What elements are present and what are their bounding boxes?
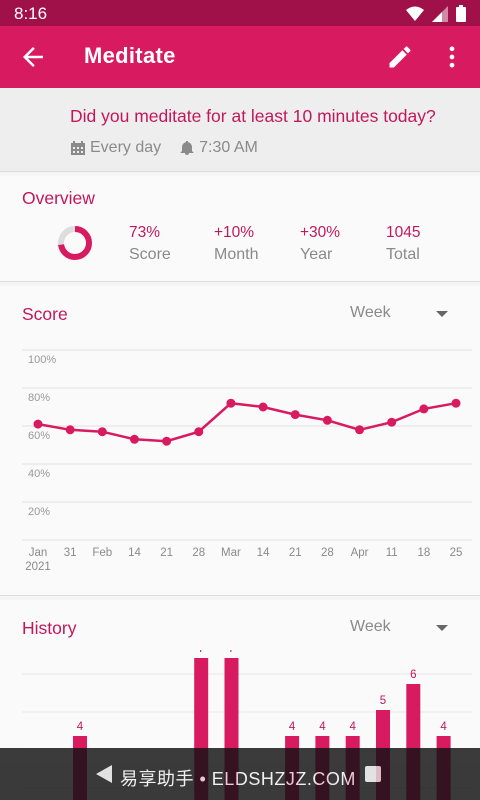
x-tick-label: 21 xyxy=(160,547,173,559)
x-tick-label: Mar xyxy=(221,547,241,559)
habit-question: Did you meditate for at least 10 minutes… xyxy=(70,106,436,126)
system-nav-bar: 易享助手 • ELDSHZJZ.COM xyxy=(0,748,480,800)
score-point xyxy=(419,404,429,414)
stat-label: Total xyxy=(386,246,420,263)
x-year-label: 2021 xyxy=(25,561,51,573)
overview-title: Overview xyxy=(22,188,95,208)
x-tick-label: 18 xyxy=(417,547,430,559)
score-point xyxy=(290,410,300,420)
back-arrow-icon[interactable] xyxy=(18,42,48,72)
y-tick-label: 20% xyxy=(28,506,50,518)
stat-label: Score xyxy=(129,246,171,263)
x-tick-label: 14 xyxy=(257,547,270,559)
bar-value-label: 7 xyxy=(198,650,204,655)
overview-stat-total: 1045 Total xyxy=(386,224,420,264)
history-title: History xyxy=(22,618,77,638)
overview-stat-year: +30% Year xyxy=(300,224,340,264)
score-ring-arc xyxy=(58,226,92,260)
score-series-line xyxy=(37,401,457,443)
score-ring xyxy=(58,226,92,260)
bar-value-label: 4 xyxy=(77,721,84,733)
x-tick-label: 11 xyxy=(386,547,398,559)
more-vert-icon[interactable] xyxy=(438,43,466,71)
stat-label: Month xyxy=(214,246,259,263)
bar-value-label: 6 xyxy=(410,669,416,681)
bar-value-label: 4 xyxy=(319,721,326,733)
score-point xyxy=(97,427,107,437)
dropdown-caret-icon xyxy=(436,625,448,631)
edit-pencil-icon[interactable] xyxy=(386,43,414,71)
score-point xyxy=(33,419,43,429)
stat-value: +10% xyxy=(214,224,255,241)
x-tick-label: 31 xyxy=(64,547,77,559)
stat-value: 1045 xyxy=(386,224,421,241)
bar-value-label: 4 xyxy=(349,721,356,733)
overview-stat-score: 73% Score xyxy=(129,224,171,264)
x-tick-label: 25 xyxy=(450,547,463,559)
x-tick-label: Apr xyxy=(351,547,369,559)
bar-value-label: 7 xyxy=(228,650,234,655)
score-point xyxy=(322,415,332,425)
bell-icon xyxy=(180,141,194,155)
y-tick-label: 80% xyxy=(28,392,50,404)
nav-back-icon[interactable] xyxy=(96,765,112,783)
x-tick-label: Feb xyxy=(92,547,112,559)
score-point xyxy=(355,425,365,435)
score-point xyxy=(387,417,397,427)
bar-value-label: 5 xyxy=(380,695,386,707)
stat-value: 73% xyxy=(129,224,161,241)
score-point xyxy=(194,427,204,437)
x-tick-label: 28 xyxy=(192,547,205,559)
habit-reminder: 7:30 AM xyxy=(199,139,258,156)
calendar-icon xyxy=(71,141,85,155)
y-tick-label: 40% xyxy=(28,468,50,480)
stat-label: Year xyxy=(300,246,333,263)
score-point xyxy=(162,436,172,446)
score-point xyxy=(258,402,268,412)
overview-card: Overview 73% Score +10% Month +30% Year … xyxy=(0,176,480,282)
score-line-chart: 100% 80% 60% 40% 20% Jan 31 Feb 14 21 28 Mar 14 21 28 A… xyxy=(22,349,472,573)
habit-meta: Every day 7:30 AM xyxy=(70,139,258,157)
status-icons xyxy=(406,5,466,22)
history-period-dropdown[interactable]: Week xyxy=(350,618,456,636)
stat-value: +30% xyxy=(300,224,341,241)
x-tick-label: 14 xyxy=(128,547,141,559)
status-time: 8:16 xyxy=(14,4,48,23)
status-bar: 8:16 xyxy=(0,0,480,26)
score-point xyxy=(129,434,139,444)
score-point xyxy=(65,425,75,435)
x-tick-label: 28 xyxy=(321,547,334,559)
dropdown-value: Week xyxy=(350,618,391,635)
battery-icon xyxy=(456,5,466,22)
y-tick-label: 100% xyxy=(28,354,56,366)
x-tick-label: 21 xyxy=(289,547,302,559)
dropdown-caret-icon xyxy=(436,311,448,317)
habit-header: Did you meditate for at least 10 minutes… xyxy=(0,88,480,172)
score-period-dropdown[interactable]: Week xyxy=(350,304,456,322)
x-tick-label: Jan xyxy=(29,547,48,559)
watermark-text: 易享助手 • ELDSHZJZ.COM xyxy=(120,769,356,789)
score-point xyxy=(451,398,461,408)
bar-value-label: 4 xyxy=(440,721,447,733)
habit-frequency: Every day xyxy=(90,139,162,156)
score-title: Score xyxy=(22,304,68,324)
nav-recents-icon[interactable] xyxy=(364,765,382,783)
page-title: Meditate xyxy=(84,43,176,68)
score-point xyxy=(226,398,236,408)
overview-stat-month: +10% Month xyxy=(214,224,258,264)
y-tick-label: 60% xyxy=(28,430,50,442)
wifi-icon xyxy=(406,6,424,21)
app-bar: Meditate xyxy=(0,26,480,88)
signal-icon xyxy=(432,5,448,22)
score-card: Score Week 100% 80% 60% 40% 20% Jan 31 Feb 14 21 2… xyxy=(0,286,480,596)
bar-value-label: 4 xyxy=(289,721,296,733)
dropdown-value: Week xyxy=(350,304,391,321)
